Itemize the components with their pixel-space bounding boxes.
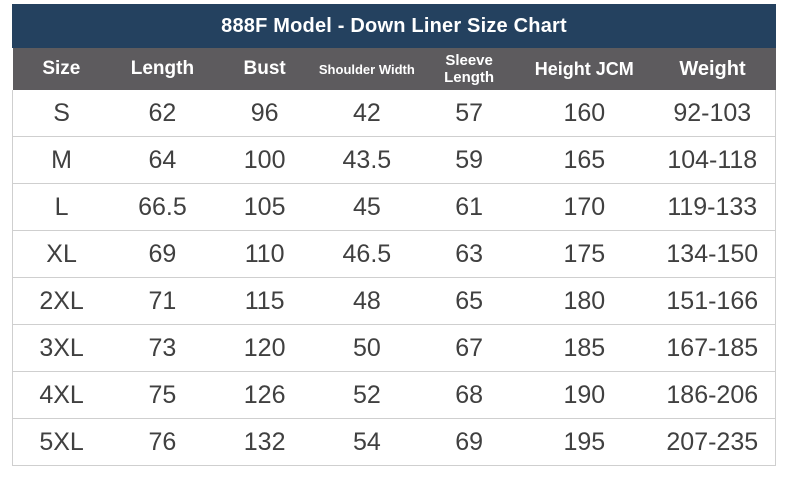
column-header-shoulder-width: Shoulder Width xyxy=(314,48,420,90)
measurement-cell: 110 xyxy=(214,230,315,278)
measurement-cell: 62 xyxy=(110,90,215,137)
measurement-cell: 185 xyxy=(519,324,650,372)
chart-title: 888F Model - Down Liner Size Chart xyxy=(221,14,567,37)
measurement-cell: 120 xyxy=(214,324,315,372)
measurement-cell: 175 xyxy=(519,230,650,278)
table-row: L 66.5 105 45 61 170 119-133 xyxy=(12,183,776,231)
size-label-cell: 4XL xyxy=(12,371,111,419)
measurement-cell: 69 xyxy=(419,418,520,466)
measurement-cell: 46.5 xyxy=(314,230,420,278)
table-row: M 64 100 43.5 59 165 104-118 xyxy=(12,136,776,184)
measurement-cell: 160 xyxy=(519,90,650,137)
column-header-length: Length xyxy=(110,48,215,90)
table-header-row: Size Length Bust Shoulder Width Sleeve L… xyxy=(12,48,776,90)
measurement-cell: 186-206 xyxy=(649,371,776,419)
measurement-cell: 64 xyxy=(110,136,215,184)
size-label-cell: 3XL xyxy=(12,324,111,372)
measurement-cell: 100 xyxy=(214,136,315,184)
measurement-cell: 115 xyxy=(214,277,315,325)
measurement-cell: 126 xyxy=(214,371,315,419)
size-table-body: S 62 96 42 57 160 92-103 M 64 100 43.5 59 165 104-118… xyxy=(12,90,776,466)
measurement-cell: 96 xyxy=(214,90,315,137)
measurement-cell: 104-118 xyxy=(649,136,776,184)
measurement-cell: 190 xyxy=(519,371,650,419)
size-label-cell: 5XL xyxy=(12,418,111,466)
measurement-cell: 180 xyxy=(519,277,650,325)
column-header-weight: Weight xyxy=(649,48,776,90)
table-row: 4XL 75 126 52 68 190 186-206 xyxy=(12,371,776,419)
measurement-cell: 42 xyxy=(314,90,420,137)
measurement-cell: 132 xyxy=(214,418,315,466)
measurement-cell: 165 xyxy=(519,136,650,184)
measurement-cell: 92-103 xyxy=(649,90,776,137)
column-header-sleeve-length: Sleeve Length xyxy=(419,48,520,90)
measurement-cell: 65 xyxy=(419,277,520,325)
measurement-cell: 69 xyxy=(110,230,215,278)
table-row: XL 69 110 46.5 63 175 134-150 xyxy=(12,230,776,278)
measurement-cell: 105 xyxy=(214,183,315,231)
measurement-cell: 76 xyxy=(110,418,215,466)
measurement-cell: 50 xyxy=(314,324,420,372)
size-label-cell: 2XL xyxy=(12,277,111,325)
measurement-cell: 67 xyxy=(419,324,520,372)
measurement-cell: 119-133 xyxy=(649,183,776,231)
measurement-cell: 68 xyxy=(419,371,520,419)
size-label-cell: M xyxy=(12,136,111,184)
measurement-cell: 195 xyxy=(519,418,650,466)
table-row: S 62 96 42 57 160 92-103 xyxy=(12,90,776,137)
measurement-cell: 167-185 xyxy=(649,324,776,372)
measurement-cell: 75 xyxy=(110,371,215,419)
measurement-cell: 151-166 xyxy=(649,277,776,325)
size-chart-panel: 888F Model - Down Liner Size Chart Size … xyxy=(12,4,776,466)
measurement-cell: 52 xyxy=(314,371,420,419)
measurement-cell: 66.5 xyxy=(110,183,215,231)
size-label-cell: S xyxy=(12,90,111,137)
column-header-size: Size xyxy=(12,48,111,90)
chart-title-bar: 888F Model - Down Liner Size Chart xyxy=(12,4,776,48)
table-row: 5XL 76 132 54 69 195 207-235 xyxy=(12,418,776,466)
measurement-cell: 57 xyxy=(419,90,520,137)
column-header-bust: Bust xyxy=(214,48,315,90)
table-row: 3XL 73 120 50 67 185 167-185 xyxy=(12,324,776,372)
measurement-cell: 59 xyxy=(419,136,520,184)
size-label-cell: XL xyxy=(12,230,111,278)
measurement-cell: 170 xyxy=(519,183,650,231)
table-row: 2XL 71 115 48 65 180 151-166 xyxy=(12,277,776,325)
measurement-cell: 73 xyxy=(110,324,215,372)
measurement-cell: 54 xyxy=(314,418,420,466)
size-chart-table: Size Length Bust Shoulder Width Sleeve L… xyxy=(12,48,776,466)
measurement-cell: 134-150 xyxy=(649,230,776,278)
measurement-cell: 61 xyxy=(419,183,520,231)
size-label-cell: L xyxy=(12,183,111,231)
measurement-cell: 45 xyxy=(314,183,420,231)
measurement-cell: 63 xyxy=(419,230,520,278)
measurement-cell: 71 xyxy=(110,277,215,325)
measurement-cell: 43.5 xyxy=(314,136,420,184)
measurement-cell: 207-235 xyxy=(649,418,776,466)
column-header-height-jcm: Height JCM xyxy=(519,48,650,90)
measurement-cell: 48 xyxy=(314,277,420,325)
